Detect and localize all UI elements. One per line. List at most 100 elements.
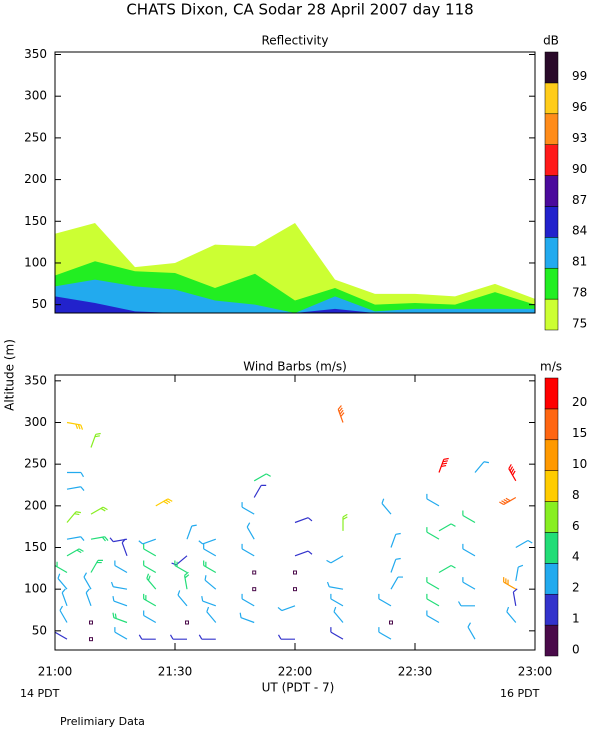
wind-barb xyxy=(114,627,128,640)
wind-barb xyxy=(66,421,84,430)
colorbar-unit: dB xyxy=(543,34,559,48)
colorbar-swatch xyxy=(544,298,559,331)
colorbar-label: 10 xyxy=(572,457,587,471)
wind-barb xyxy=(90,506,108,515)
contour-area xyxy=(55,296,535,313)
wind-barb xyxy=(66,511,82,523)
calm-marker xyxy=(252,570,257,575)
wind-barb xyxy=(253,473,271,482)
wind-barb xyxy=(241,543,255,557)
wind-barb xyxy=(378,593,392,607)
wind-barb xyxy=(426,593,440,607)
wind-barb xyxy=(508,464,517,482)
wind-barb xyxy=(499,496,517,506)
x-tick-label: 21:00 xyxy=(38,665,73,679)
wind-barb xyxy=(155,498,173,507)
wind-barb xyxy=(515,539,533,549)
wind-barb xyxy=(241,593,255,607)
colorbar-swatch xyxy=(544,532,559,564)
wind-barb xyxy=(426,577,440,590)
wind-barb xyxy=(342,513,348,531)
wind-barb xyxy=(112,612,128,624)
wind-barb xyxy=(512,588,518,606)
y-tick-label: 50 xyxy=(32,297,47,311)
wind-barb xyxy=(66,486,85,491)
colorbar-label: 8 xyxy=(572,488,580,502)
colorbar-swatch xyxy=(544,624,559,657)
wind-barb xyxy=(467,622,476,640)
colorbar-swatch xyxy=(544,175,559,207)
colorbar-unit: m/s xyxy=(540,360,562,374)
wind-barb xyxy=(198,538,217,545)
colorbar-swatch xyxy=(544,113,559,145)
colorbar-swatch xyxy=(544,593,559,626)
wind-barb xyxy=(246,522,255,540)
wind-barb xyxy=(90,559,103,573)
y-tick-label: 100 xyxy=(24,255,47,269)
wind-barb xyxy=(61,588,68,607)
y-tick-label: 350 xyxy=(24,47,47,61)
wind-barb xyxy=(171,555,188,566)
y-tick-label: 250 xyxy=(24,457,47,471)
wind-barb xyxy=(90,432,101,448)
wind-barb xyxy=(277,605,296,612)
wind-barb xyxy=(90,536,109,542)
wind-barb xyxy=(112,596,128,607)
wind-barb xyxy=(177,590,188,607)
wind-barb xyxy=(326,581,344,590)
y-tick-label: 150 xyxy=(24,214,47,228)
colorbar-swatch xyxy=(544,563,559,595)
wind-barb xyxy=(183,571,190,590)
y-tick-label: 250 xyxy=(24,130,47,144)
wind-barb xyxy=(85,588,92,607)
colorbar-label: 93 xyxy=(572,131,587,145)
colorbar-label: 87 xyxy=(572,193,587,207)
colorbar-swatch xyxy=(544,206,559,238)
wind-barb xyxy=(138,538,157,545)
wind-barb xyxy=(146,573,157,590)
y-tick-label: 300 xyxy=(24,89,47,103)
colorbar-swatch xyxy=(544,408,559,441)
colorbar-swatch xyxy=(544,237,559,269)
y-tick-label: 200 xyxy=(24,498,47,512)
wind-barb xyxy=(330,593,344,607)
wind-barb xyxy=(294,550,313,557)
wind-barb xyxy=(330,627,344,640)
colorbar-label: 0 xyxy=(572,642,580,656)
wind-barb xyxy=(462,510,476,524)
colorbar-label: 15 xyxy=(572,426,587,440)
panel-title: Wind Barbs (m/s) xyxy=(243,360,347,374)
wind-barb xyxy=(462,577,476,590)
y-tick-label: 50 xyxy=(32,623,47,637)
wind-barb xyxy=(503,577,517,590)
y-tick-label: 150 xyxy=(24,540,47,554)
wind-barb xyxy=(515,564,524,581)
figure-title: CHATS Dixon, CA Sodar 28 April 2007 day … xyxy=(126,1,473,19)
wind-barb xyxy=(277,634,295,640)
x-tick-label: 22:30 xyxy=(398,665,433,679)
wind-barb xyxy=(462,543,476,557)
wind-barb xyxy=(381,498,392,515)
colorbar-swatch xyxy=(544,470,559,502)
colorbar-label: 75 xyxy=(572,316,587,330)
wind-barb xyxy=(390,557,401,573)
wind-barb xyxy=(66,548,84,557)
wind-barb xyxy=(253,484,267,498)
colorbar-swatch xyxy=(544,377,559,410)
wind-barb xyxy=(143,560,157,574)
wind-barb xyxy=(239,612,255,624)
wind-barb xyxy=(438,457,449,473)
wind-barb xyxy=(201,596,217,607)
wind-barb xyxy=(198,634,216,640)
wind-barb xyxy=(186,524,197,540)
colorbar-label: 6 xyxy=(572,519,580,533)
wind-barb xyxy=(174,560,188,574)
wind-barb xyxy=(241,502,255,515)
x-end-label: 16 PDT xyxy=(500,687,540,700)
contour-area xyxy=(55,279,535,313)
wind-barb xyxy=(66,536,85,541)
wind-barb xyxy=(390,532,401,548)
wind-barb xyxy=(390,576,403,590)
wind-barb xyxy=(203,560,217,574)
